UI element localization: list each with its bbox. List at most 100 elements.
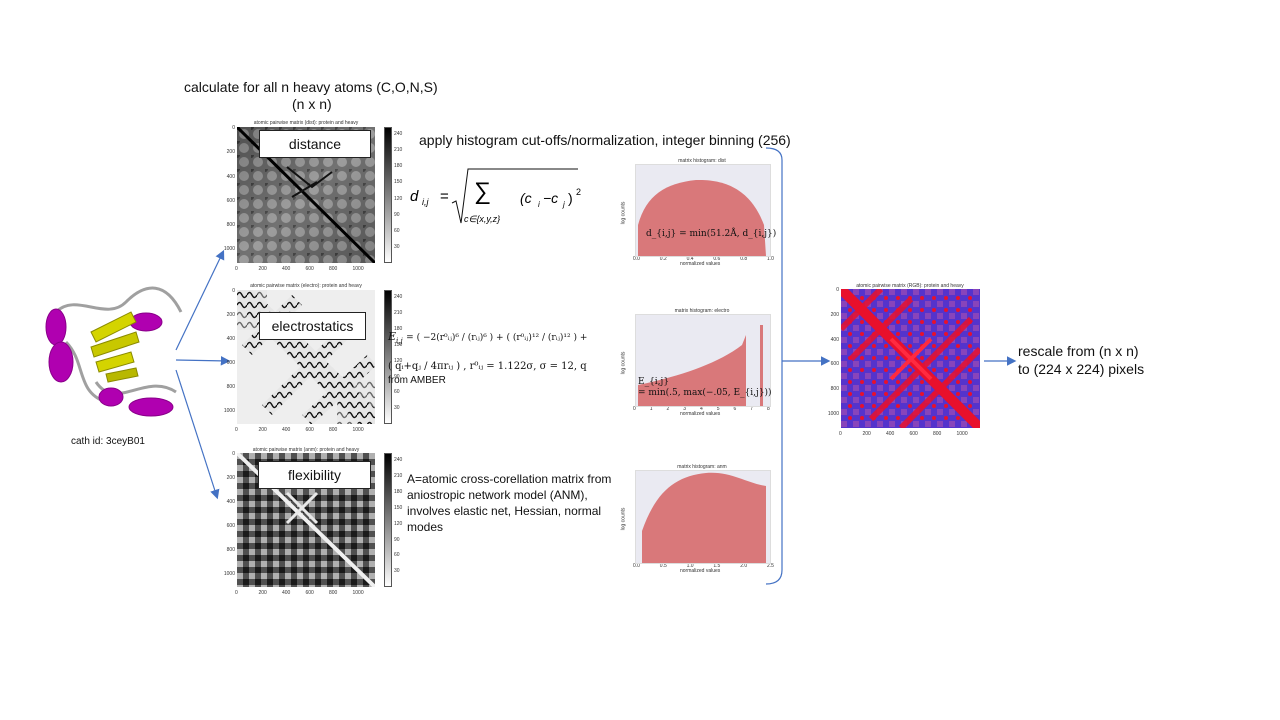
electro-formula-line3: from AMBER (388, 375, 446, 387)
electro-colorbar-tick: 150 (394, 341, 403, 348)
distance-ytick: 1000 (223, 246, 235, 253)
hist-electro-ylabel: log counts (620, 351, 627, 374)
hist-electro-plot (635, 314, 771, 407)
hist-dist-xtick: 0.0 (633, 256, 640, 262)
distance-ytick: 400 (226, 173, 235, 180)
hist-electro-xlabel: normalized values (680, 411, 721, 417)
rgb-xtick: 1000 (956, 431, 968, 437)
rgb-ytick: 400 (830, 336, 839, 343)
anm-ytick: 200 (226, 474, 235, 481)
anm-colorbar-tick: 90 (394, 536, 400, 543)
anm-colorbar-tick: 120 (394, 520, 403, 527)
electro-colorbar-tick: 210 (394, 309, 403, 316)
electro-ytick: 0 (232, 288, 235, 294)
hist-electro-xtick: 5 (716, 406, 720, 412)
hist-electro-xtick: 7 (750, 406, 754, 412)
electro-xtick: 0 (235, 427, 238, 433)
svg-text:): ) (568, 190, 573, 206)
anm-ytick: 800 (226, 546, 235, 553)
flexibility-label: flexibility (258, 461, 371, 489)
anm-colorbar-tick: 60 (394, 552, 400, 559)
svg-text:−c: −c (543, 190, 558, 206)
hist-anm-title: matrix histogram: anm (677, 464, 727, 470)
header-line2: (n x n) (292, 96, 332, 112)
electro-ytick: 200 (226, 311, 235, 318)
hist-electro-xtick: 6 (733, 406, 737, 412)
rgb-xtick: 800 (933, 431, 942, 437)
svg-text:c∈{x,y,z}: c∈{x,y,z} (464, 214, 500, 224)
rgb-xtick: 200 (862, 431, 871, 437)
histogram-note: apply histogram cut-offs/normalization, … (419, 132, 791, 148)
electro-colorbar-tick: 60 (394, 389, 400, 396)
hist-electro-label-line1: E_{i,j} (638, 377, 670, 387)
electro-ytick: 1000 (223, 407, 235, 414)
hist-anm-plot (635, 470, 771, 564)
hist-electro-xtick: 4 (700, 406, 703, 412)
hist-anm-xtick: 2.0 (740, 563, 748, 569)
distance-colorbar-tick: 90 (394, 211, 400, 218)
protein-caption: cath id: 3ceyB01 (71, 436, 145, 447)
svg-text:2: 2 (576, 187, 581, 197)
distance-ytick: 200 (226, 149, 235, 156)
electro-colorbar-tick: 120 (394, 357, 403, 364)
electro-xtick: 200 (258, 427, 267, 433)
distance-colorbar-tick: 180 (394, 163, 403, 170)
anm-colorbar-tick: 240 (394, 457, 403, 463)
hist-anm-xtick: 1.0 (686, 563, 694, 569)
hist-dist-xtick: 0.4 (686, 256, 694, 262)
hist-dist-xtick: 0.6 (713, 256, 721, 262)
arrow-to-flexibility (175, 369, 220, 500)
helix-group (45, 308, 174, 417)
svg-text:i: i (538, 200, 540, 209)
rescale-line2: to (224 x 224) pixels (1018, 361, 1145, 377)
loop-strand (54, 286, 183, 404)
anm-ytick: 400 (226, 498, 235, 505)
distance-formula: d i,j = ∑ c∈{x,y,z} (c i −c j ) 2 (410, 168, 581, 224)
distance-xtick: 0 (235, 266, 238, 272)
distance-colorbar-tick: 120 (394, 195, 403, 202)
header-line1: calculate for all n heavy atoms (C,O,N,S… (184, 79, 438, 95)
sheet-group (90, 311, 140, 383)
anm-colorbar-tick: 150 (394, 504, 403, 511)
distance-colorbar-tick: 150 (394, 179, 403, 186)
protein-cartoon (45, 286, 183, 417)
distance-colorbar (384, 127, 392, 263)
rgb-xtick: 0 (839, 431, 842, 437)
distance-matrix-title: atomic pairwise matrix (dist): protein a… (253, 120, 359, 126)
anm-xtick: 400 (282, 590, 291, 596)
hist-dist-label: d_{i,j} = min(51.2Å, d_{i,j}) (646, 229, 777, 239)
arrow-to-electrostatics (175, 356, 231, 366)
hist-dist-title: matrix histogram: dist (678, 158, 726, 164)
distance-ytick: 0 (232, 125, 235, 131)
electro-ytick: 600 (226, 359, 235, 366)
distance-xtick: 400 (282, 266, 291, 272)
svg-text:i,j: i,j (422, 197, 430, 207)
hist-anm-xtick: 1.5 (713, 563, 721, 569)
distance-colorbar-tick: 60 (394, 227, 400, 234)
anm-xtick: 0 (235, 590, 238, 596)
distance-label: distance (259, 130, 371, 158)
anm-matrix-title: atomic pairwise matrix (anm): protein an… (252, 447, 360, 453)
electro-colorbar (384, 290, 392, 424)
electro-ytick: 800 (226, 383, 235, 390)
anm-colorbar-tick: 210 (394, 472, 403, 479)
distance-xtick: 600 (305, 266, 314, 272)
rgb-ytick: 200 (830, 311, 839, 318)
electro-formula-line2: ( qᵢ+qⱼ / 4πrᵢⱼ ) , r⁰ᵢⱼ = 1.122σ, σ = 1… (388, 361, 587, 373)
hist-anm-xtick: 0.5 (659, 563, 667, 569)
electro-ytick: 400 (226, 335, 235, 342)
hist-dist-plot (635, 164, 771, 257)
anm-xtick: 200 (258, 590, 267, 596)
hist-electro-label-line2: = min(.5, max(−.05, E_{i,j})) (638, 388, 772, 398)
hist-dist-ylabel: log counts (620, 201, 627, 224)
svg-text:=: = (440, 188, 449, 205)
anm-xtick: 1000 (352, 590, 364, 596)
arrow-to-distance (175, 249, 225, 351)
rgb-xtick: 600 (909, 431, 918, 437)
distance-xtick: 1000 (352, 266, 364, 272)
formula-d: d (410, 188, 419, 205)
hist-anm-xtick: 0.0 (633, 563, 640, 569)
rgb-ytick: 600 (830, 361, 839, 368)
electro-colorbar-tick: 30 (394, 405, 400, 412)
hist-electro-xtick: 3 (683, 406, 687, 412)
